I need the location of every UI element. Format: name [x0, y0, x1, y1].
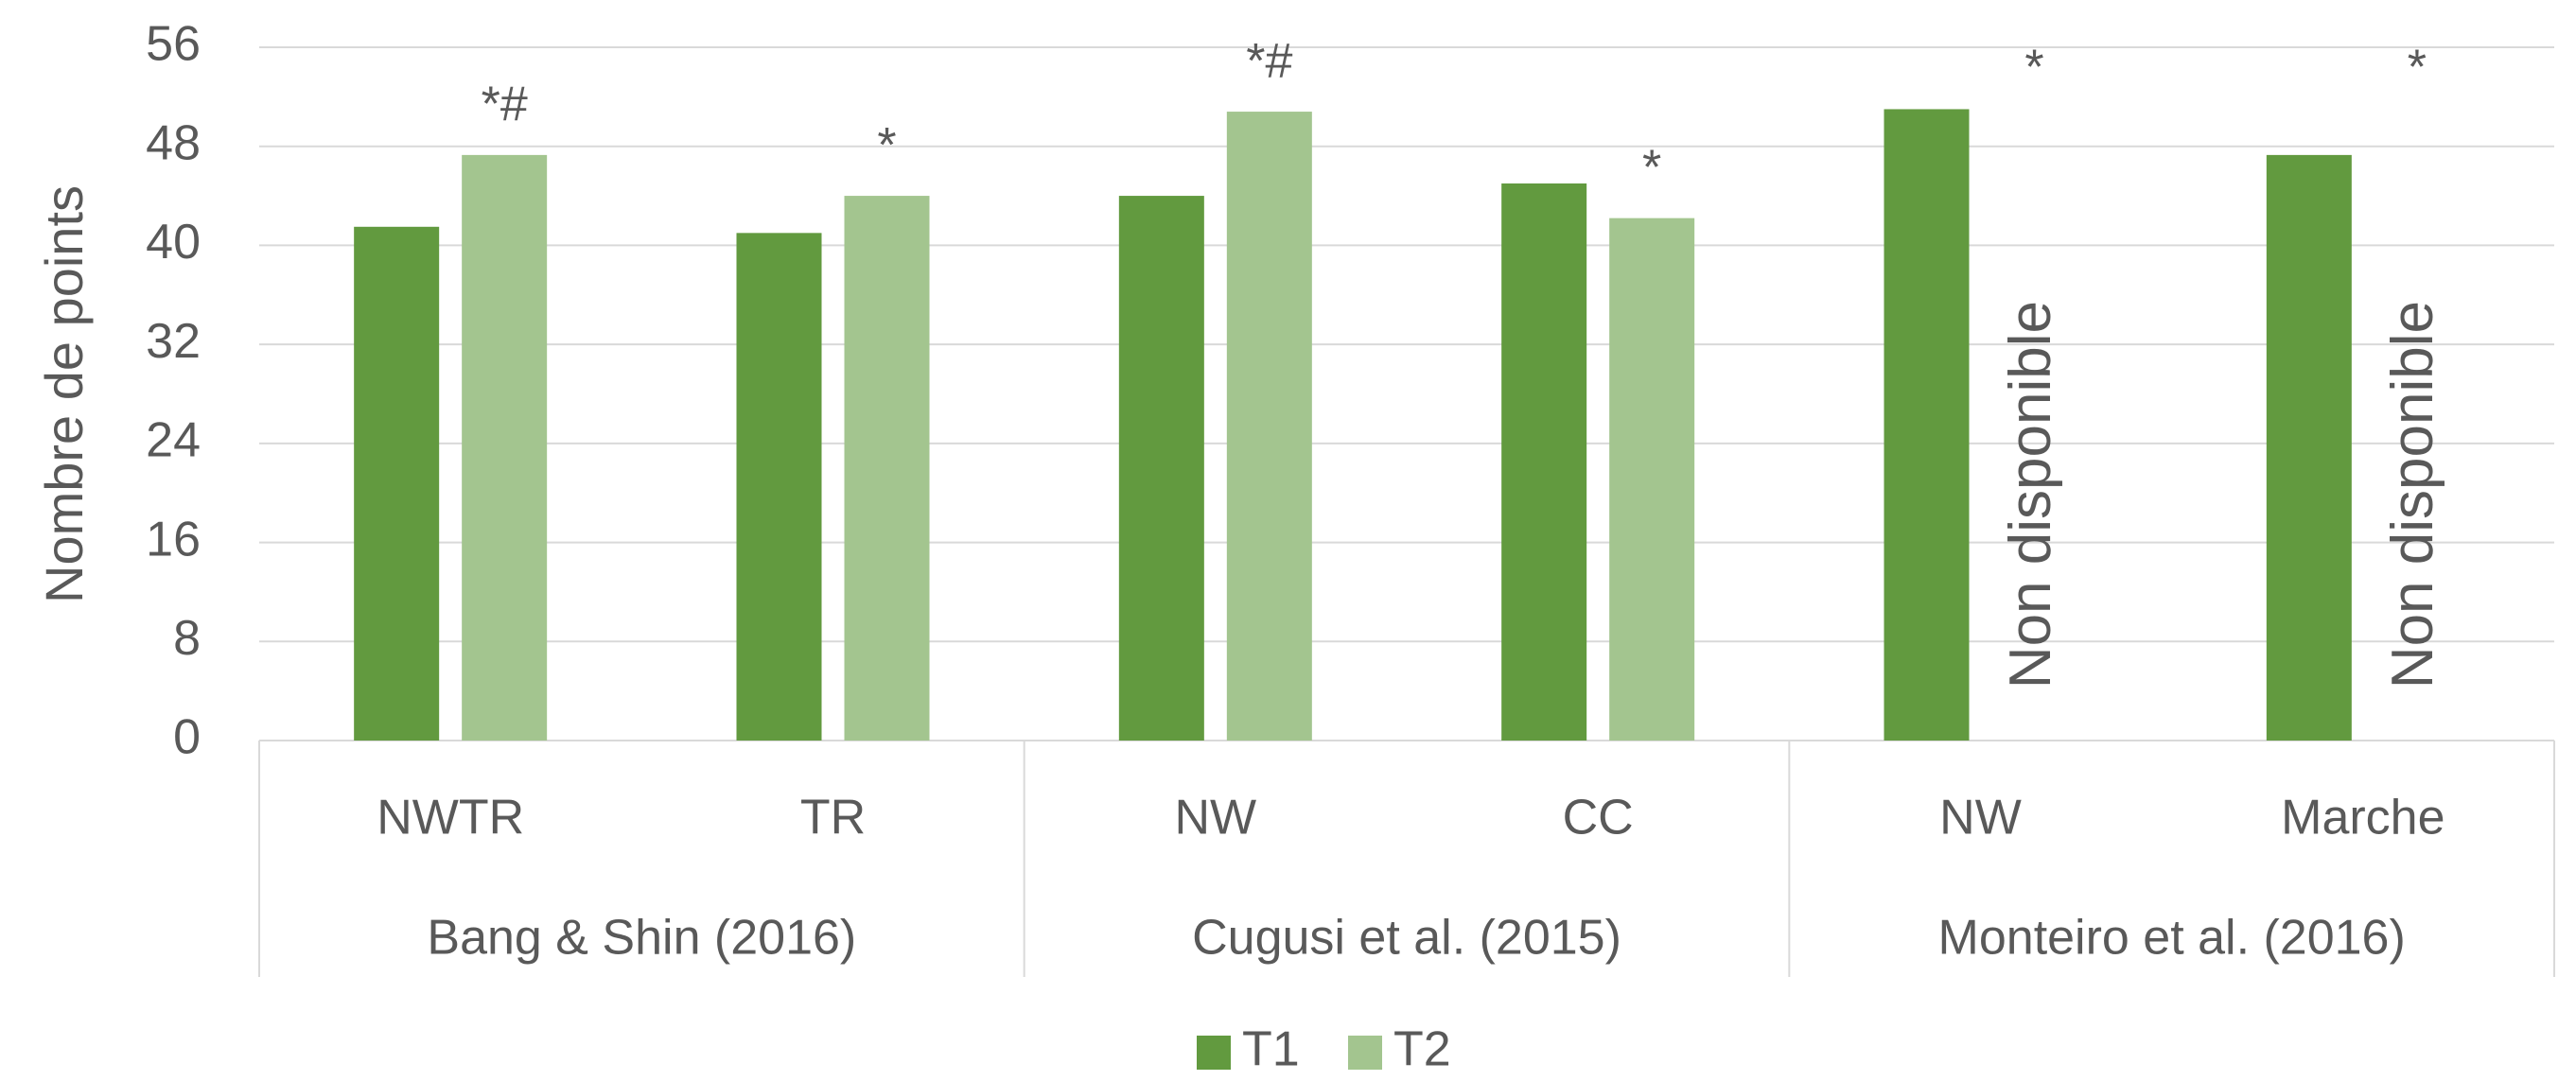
bar [1226, 112, 1312, 741]
legend-label: T1 [1242, 1022, 1300, 1077]
missing-label: Non disponible [2380, 301, 2445, 689]
y-tick-label: 48 [146, 115, 201, 170]
group-label: Cugusi et al. (2015) [1192, 911, 1621, 966]
annotation: * [2408, 41, 2427, 96]
legend-swatch [1348, 1036, 1382, 1070]
bar [2266, 154, 2352, 741]
annotation: *# [482, 78, 528, 132]
legend-label: T2 [1393, 1022, 1451, 1077]
bar [1118, 196, 1204, 741]
x-tick-label: TR [800, 791, 866, 846]
y-tick-label: 56 [146, 17, 201, 72]
y-tick-label: 16 [146, 512, 201, 567]
bar [354, 226, 440, 741]
y-tick-label: 8 [173, 611, 201, 666]
y-tick-label: 40 [146, 215, 201, 270]
x-tick-label: NWTR [377, 791, 524, 846]
x-tick-label: NW [1175, 791, 1257, 846]
bar [844, 196, 930, 741]
x-tick-label: NW [1939, 791, 2022, 846]
annotation: * [877, 118, 896, 173]
bar [736, 233, 822, 741]
bar [1501, 183, 1587, 741]
bar [1609, 218, 1695, 741]
bar [1884, 109, 1970, 741]
group-label: Monteiro et al. (2016) [1938, 911, 2406, 966]
annotation: * [1642, 140, 1661, 195]
y-tick-label: 24 [146, 413, 201, 468]
y-tick-label: 32 [146, 314, 201, 369]
x-tick-label: CC [1563, 791, 1634, 846]
missing-label: Non disponible [1998, 301, 2063, 689]
x-tick-label: Marche [2281, 791, 2445, 846]
bar [462, 154, 548, 741]
legend-swatch [1197, 1036, 1231, 1070]
group-label: Bang & Shin (2016) [427, 911, 856, 966]
y-axis-label: Nombre de points [34, 185, 94, 603]
annotation: * [2024, 41, 2043, 96]
y-tick-label: 0 [173, 710, 201, 765]
annotation: *# [1246, 34, 1292, 89]
